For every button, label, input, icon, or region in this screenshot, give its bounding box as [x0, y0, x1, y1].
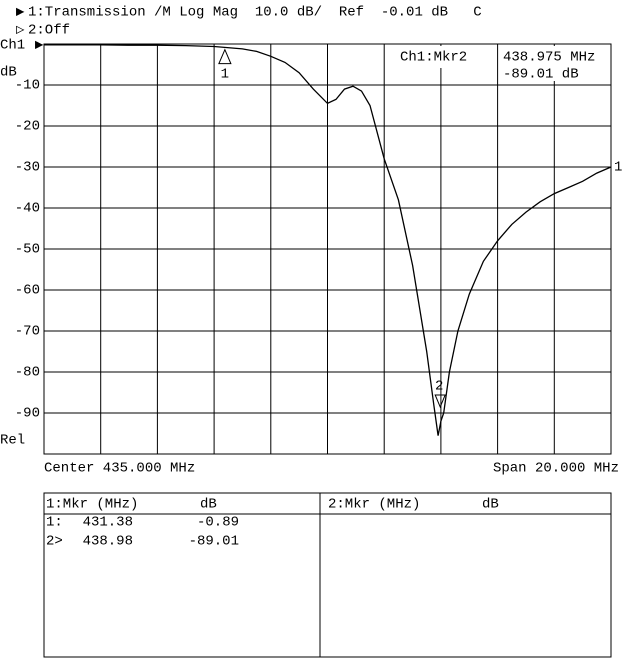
table-unit: dB [482, 497, 499, 513]
y-tick-label: -40 [15, 201, 40, 217]
ref-arrow: ▶ [35, 38, 44, 54]
trace-label: 1 [614, 160, 622, 176]
readout-frequency: 438.975 MHz [503, 50, 595, 66]
table-cell: 431.38 [83, 515, 133, 531]
header-arrow: ▶ [16, 5, 25, 21]
table-frame [43, 492, 612, 658]
readout-bg [397, 46, 497, 68]
readout-level: -89.01 dB [503, 67, 579, 83]
table-cell: -0.89 [197, 515, 239, 531]
channel-label: Ch1 [0, 38, 25, 54]
reference-label: Rel [0, 433, 25, 449]
readout-bg [500, 46, 610, 81]
trace [44, 44, 612, 436]
y-tick-label: -60 [15, 283, 40, 299]
y-tick-label: -80 [15, 365, 40, 381]
y-tick-label: -20 [15, 119, 40, 135]
y-tick-label: -50 [15, 242, 40, 258]
table-cell: 438.98 [83, 534, 133, 550]
y-tick-label: -10 [15, 78, 40, 94]
channel2: 2:Off [28, 23, 70, 39]
table-cell: -89.01 [189, 534, 239, 550]
marker-label: 1 [221, 66, 229, 82]
channel2-arrow: ▷ [16, 23, 25, 39]
y-tick-label: -70 [15, 324, 40, 340]
y-unit: dB [0, 65, 17, 81]
marker-label: 2 [435, 379, 443, 395]
center-label: Center 435.000 MHz [44, 461, 195, 477]
readout-name: Ch1:Mkr2 [400, 50, 467, 66]
table-cell: 2> [46, 534, 63, 550]
table-header: 2:Mkr (MHz) [328, 497, 420, 513]
y-tick-label: -90 [15, 406, 40, 422]
header: 1:Transmission /M Log Mag 10.0 dB/ Ref -… [28, 5, 482, 21]
table-header: 1:Mkr (MHz) [46, 497, 138, 513]
marker [218, 48, 232, 65]
marker [434, 394, 446, 409]
table-unit: dB [200, 497, 217, 513]
span-label: Span 20.000 MHz [493, 461, 619, 477]
table-cell: 1: [46, 515, 63, 531]
y-tick-label: -30 [15, 160, 40, 176]
